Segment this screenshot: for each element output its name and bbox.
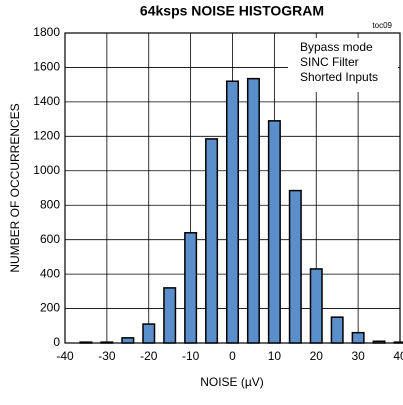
y-tick-label: 0 [53,335,60,349]
bar [267,120,281,344]
bar [121,337,135,344]
x-tick-label: 40 [393,349,403,363]
annotation: Shorted Inputs [300,70,378,84]
bar [205,138,219,344]
x-tick-label: 20 [310,349,324,363]
x-axis-label: NOISE (µV) [200,375,264,389]
bar [79,341,93,344]
y-tick-label: 600 [40,232,60,246]
annotation: SINC Filter [300,55,359,69]
bar [246,77,260,344]
x-tick-label: -10 [182,349,200,363]
bar [351,331,365,344]
y-tick-label: 1800 [33,25,60,39]
bar [142,323,156,344]
annotation: Bypass mode [300,40,373,54]
y-tick-label: 1000 [33,163,60,177]
bar [100,341,114,344]
y-tick-label: 1400 [33,94,60,108]
x-tick-label: 0 [229,349,236,363]
y-tick-label: 1600 [33,60,60,74]
bar [372,340,386,344]
x-tick-label: -20 [140,349,158,363]
bar [288,189,302,344]
x-tick-label: 10 [268,349,282,363]
x-tick-label: -40 [56,349,74,363]
x-tick-label: -30 [98,349,116,363]
y-axis-label: NUMBER OF OCCURRENCES [8,103,22,272]
annotation: toc09 [372,21,392,30]
y-tick-label: 1200 [33,129,60,143]
bar [309,268,323,344]
legend-box [288,38,398,92]
y-tick-label: 400 [40,266,60,280]
bar [225,80,240,344]
x-tick-label: 30 [351,349,365,363]
y-tick-label: 800 [40,197,60,211]
bar [330,316,344,344]
y-tick-label: 200 [40,301,60,315]
bar [393,341,403,344]
bar [184,232,198,344]
chart-title: 64ksps NOISE HISTOGRAM [140,3,324,19]
bar [163,287,177,344]
